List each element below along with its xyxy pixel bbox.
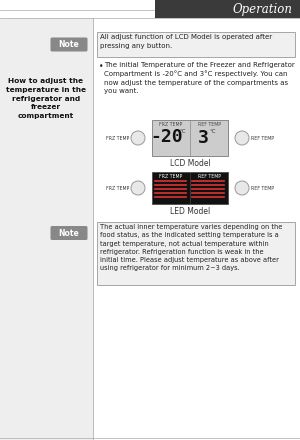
Text: REF TEMP: REF TEMP	[251, 186, 274, 191]
Text: Note: Note	[58, 40, 80, 49]
Text: •: •	[99, 62, 103, 71]
Text: REF TEMP: REF TEMP	[197, 174, 220, 179]
FancyBboxPatch shape	[50, 37, 88, 51]
Text: 3: 3	[198, 129, 208, 147]
Text: °C: °C	[209, 129, 215, 134]
FancyBboxPatch shape	[155, 0, 300, 18]
Text: -20: -20	[151, 128, 183, 146]
Text: The actual inner temperature varies depending on the
food status, as the indicat: The actual inner temperature varies depe…	[100, 224, 282, 271]
Text: °C: °C	[180, 129, 187, 134]
Circle shape	[131, 181, 145, 195]
Text: Operation: Operation	[233, 3, 293, 15]
FancyBboxPatch shape	[50, 226, 88, 240]
Text: LED Model: LED Model	[170, 207, 210, 216]
Text: FRZ TEMP: FRZ TEMP	[106, 186, 129, 191]
FancyBboxPatch shape	[97, 32, 295, 57]
Circle shape	[235, 181, 249, 195]
Text: All adjust function of LCD Model is operated after
pressing any button.: All adjust function of LCD Model is oper…	[100, 34, 272, 48]
Circle shape	[235, 131, 249, 145]
Text: LCD Model: LCD Model	[169, 159, 210, 168]
FancyBboxPatch shape	[152, 172, 228, 204]
FancyBboxPatch shape	[0, 18, 93, 440]
Text: How to adjust the
temperature in the
refrigerator and
freezer
compartment: How to adjust the temperature in the ref…	[6, 78, 86, 119]
FancyBboxPatch shape	[152, 120, 228, 156]
Text: The initial Temperature of the Freezer and Refrigerator
Compartment is -20°C and: The initial Temperature of the Freezer a…	[104, 62, 295, 94]
Text: REF TEMP: REF TEMP	[251, 136, 274, 140]
Text: FRZ TEMP: FRZ TEMP	[106, 136, 129, 140]
Text: REF TEMP: REF TEMP	[197, 122, 220, 127]
Circle shape	[131, 131, 145, 145]
FancyBboxPatch shape	[97, 222, 295, 285]
Text: FRZ TEMP: FRZ TEMP	[159, 174, 183, 179]
Text: Note: Note	[58, 228, 80, 238]
Text: FRZ TEMP: FRZ TEMP	[159, 122, 183, 127]
